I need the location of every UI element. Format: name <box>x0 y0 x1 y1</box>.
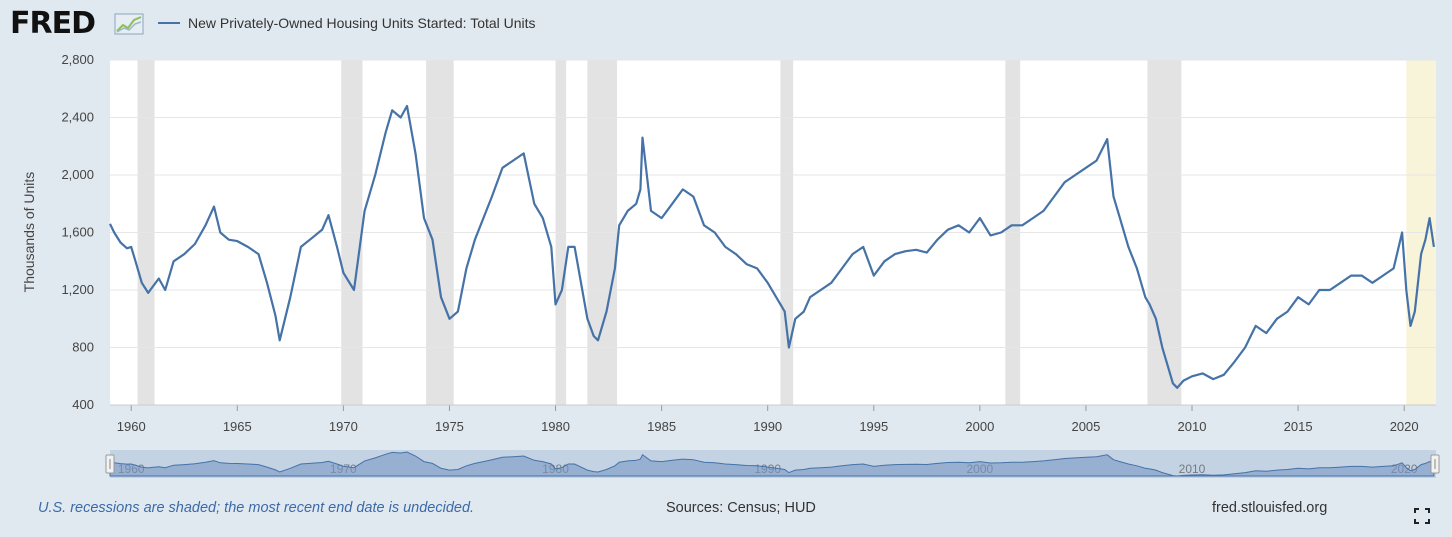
x-tick-label: 2010 <box>1178 419 1207 434</box>
x-tick-label: 2000 <box>965 419 994 434</box>
fred-logo[interactable]: FRED <box>10 6 96 41</box>
y-tick-label: 2,000 <box>61 167 94 182</box>
navigator-series-area <box>109 451 1435 477</box>
range-navigator[interactable]: 1960197019801990200020102020 <box>105 450 1440 478</box>
y-tick-label: 2,800 <box>61 52 94 67</box>
y-tick-label: 2,400 <box>61 110 94 125</box>
chart-legend: New Privately-Owned Housing Units Starte… <box>158 15 536 31</box>
fred-graph-logo-icon <box>114 13 144 35</box>
y-axis-title: Thousands of Units <box>21 172 37 293</box>
chart-header: FRED New Privately-Owned Housing Units S… <box>10 6 910 42</box>
y-tick-label: 1,600 <box>61 225 94 240</box>
recession-note[interactable]: U.S. recessions are shaded; the most rec… <box>38 500 475 516</box>
y-tick-label: 1,200 <box>61 282 94 297</box>
x-tick-label: 2005 <box>1071 419 1100 434</box>
y-tick-label: 400 <box>72 397 94 412</box>
x-axis-ticks: 1960 1965 1970 1975 1980 1985 1990 1995 2000 2005… <box>110 404 1436 434</box>
x-tick-label: 1975 <box>435 419 464 434</box>
x-tick-label: 1965 <box>223 419 252 434</box>
y-axis-ticks: 400 800 1,200 1,600 2,000 2,400 2,800 <box>61 52 94 412</box>
fullscreen-icon[interactable] <box>1414 508 1430 524</box>
x-tick-label: 1995 <box>859 419 888 434</box>
x-tick-label: 2015 <box>1284 419 1313 434</box>
x-tick-label: 1990 <box>753 419 782 434</box>
x-tick-label: 1960 <box>117 419 146 434</box>
sources-text: Sources: Census; HUD <box>666 500 816 516</box>
x-tick-label: 1985 <box>647 419 676 434</box>
navigator-label: 2010 <box>1179 462 1206 476</box>
x-tick-label: 2020 <box>1390 419 1419 434</box>
y-tick-label: 800 <box>72 340 94 355</box>
legend-swatch <box>158 22 180 24</box>
legend-label[interactable]: New Privately-Owned Housing Units Starte… <box>188 15 536 31</box>
site-link[interactable]: fred.stlouisfed.org <box>1212 500 1328 516</box>
x-tick-label: 1980 <box>541 419 570 434</box>
x-tick-label: 1970 <box>329 419 358 434</box>
series-line-housing-starts[interactable] <box>109 104 1435 389</box>
